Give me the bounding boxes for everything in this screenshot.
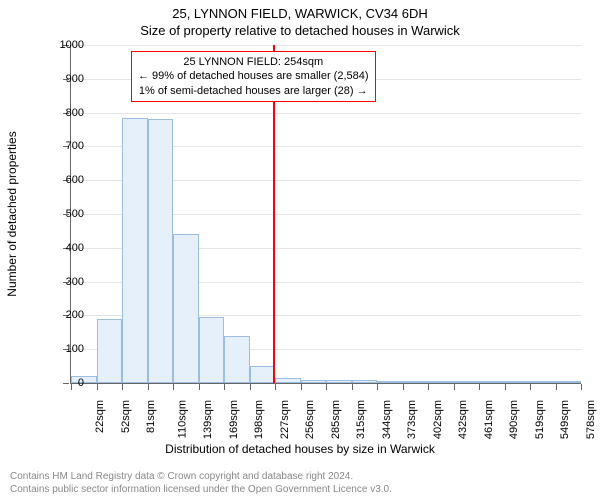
histogram-bar [301, 380, 327, 383]
y-tick-label: 1000 [44, 39, 84, 51]
histogram-bar [224, 336, 250, 383]
histogram-bar [326, 380, 352, 383]
x-tick [224, 384, 225, 390]
x-tick-label: 110sqm [176, 400, 188, 438]
x-tick-label: 169sqm [228, 400, 240, 439]
x-tick [479, 384, 480, 390]
y-tick-label: 100 [44, 343, 84, 355]
x-tick [556, 384, 557, 390]
x-tick [122, 384, 123, 390]
x-tick [454, 384, 455, 390]
x-tick-label: 344sqm [381, 400, 393, 439]
annotation-line3: 1% of semi-detached houses are larger (2… [138, 84, 369, 98]
y-tick-label: 0 [44, 377, 84, 389]
plot-area: 25 LYNNON FIELD: 254sqm ← 99% of detache… [70, 45, 581, 384]
histogram-bar [275, 378, 301, 383]
x-tick [581, 384, 582, 390]
y-tick-label: 700 [44, 140, 84, 152]
x-tick-label: 52sqm [120, 400, 132, 433]
x-tick [250, 384, 251, 390]
y-axis-title: Number of detached properties [5, 131, 19, 296]
x-tick-label: 519sqm [534, 400, 546, 439]
y-tick-label: 200 [44, 309, 84, 321]
x-axis-title: Distribution of detached houses by size … [0, 442, 600, 456]
x-tick-label: 22sqm [94, 400, 106, 433]
y-tick-label: 400 [44, 242, 84, 254]
x-tick-label: 285sqm [330, 400, 342, 439]
histogram-bar [199, 317, 225, 383]
histogram-bar [377, 381, 403, 383]
x-tick-label: 490sqm [508, 400, 520, 439]
histogram-bar [403, 381, 429, 383]
annotation-line1: 25 LYNNON FIELD: 254sqm [138, 55, 369, 69]
x-tick [97, 384, 98, 390]
title-subtitle: Size of property relative to detached ho… [0, 21, 600, 38]
x-tick [301, 384, 302, 390]
x-tick-label: 81sqm [145, 400, 157, 433]
x-tick-label: 549sqm [559, 400, 571, 439]
x-tick [326, 384, 327, 390]
y-tick-label: 800 [44, 107, 84, 119]
histogram-bar [250, 366, 276, 383]
histogram-bar [479, 381, 505, 383]
y-tick-label: 600 [44, 174, 84, 186]
x-tick-label: 227sqm [279, 400, 291, 439]
x-tick [148, 384, 149, 390]
grid-line [71, 45, 581, 46]
y-tick-label: 500 [44, 208, 84, 220]
x-tick [199, 384, 200, 390]
x-tick-label: 198sqm [253, 400, 265, 439]
histogram-bar [173, 234, 199, 383]
x-tick [377, 384, 378, 390]
x-tick-label: 402sqm [432, 400, 444, 439]
histogram-bar [505, 381, 531, 383]
x-tick [505, 384, 506, 390]
x-tick [275, 384, 276, 390]
x-tick-label: 461sqm [483, 400, 495, 439]
histogram-bar [556, 381, 582, 383]
histogram-bar [97, 319, 123, 383]
footer-attribution: Contains HM Land Registry data © Crown c… [10, 470, 392, 496]
x-tick-label: 578sqm [585, 400, 597, 439]
x-tick-label: 256sqm [304, 400, 316, 439]
x-tick [428, 384, 429, 390]
x-tick-label: 315sqm [355, 400, 367, 439]
histogram-bar [122, 118, 148, 383]
histogram-bar [352, 380, 378, 383]
footer-line2: Contains public sector information licen… [10, 483, 392, 496]
histogram-bar [454, 381, 480, 383]
chart-container: 25, LYNNON FIELD, WARWICK, CV34 6DH Size… [0, 0, 600, 500]
annotation-box: 25 LYNNON FIELD: 254sqm ← 99% of detache… [131, 51, 376, 102]
grid-line [71, 113, 581, 114]
footer-line1: Contains HM Land Registry data © Crown c… [10, 470, 392, 483]
x-tick-label: 373sqm [406, 400, 418, 439]
annotation-line2: ← 99% of detached houses are smaller (2,… [138, 69, 369, 83]
x-tick-label: 139sqm [202, 400, 214, 439]
x-tick [173, 384, 174, 390]
x-tick [530, 384, 531, 390]
histogram-bar [428, 381, 454, 383]
histogram-bar [530, 381, 556, 383]
y-tick-label: 900 [44, 73, 84, 85]
histogram-bar [148, 119, 174, 383]
title-address: 25, LYNNON FIELD, WARWICK, CV34 6DH [0, 0, 600, 21]
y-tick-label: 300 [44, 276, 84, 288]
x-tick [403, 384, 404, 390]
x-tick-label: 432sqm [457, 400, 469, 439]
x-tick [352, 384, 353, 390]
